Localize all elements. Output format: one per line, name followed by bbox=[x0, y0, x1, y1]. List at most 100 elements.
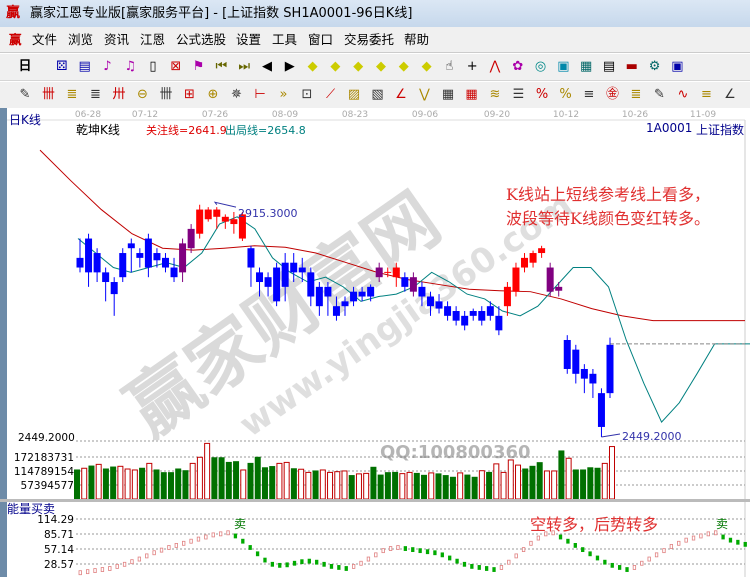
last-icon[interactable]: ⏭ bbox=[238, 59, 251, 74]
indicator9-icon[interactable]: ♫ bbox=[124, 59, 137, 74]
menu-tools[interactable]: 工具 bbox=[272, 32, 298, 47]
calculator-icon[interactable]: ▦ bbox=[580, 59, 593, 74]
volume-bar bbox=[421, 474, 428, 500]
target-icon[interactable]: ⊕ bbox=[207, 87, 219, 102]
diamond-left-icon[interactable]: ◆ bbox=[307, 59, 318, 74]
next-icon[interactable]: ▶ bbox=[284, 59, 295, 74]
menu-settings[interactable]: 设置 bbox=[236, 32, 262, 47]
grid-lines-icon[interactable]: 卌 bbox=[41, 87, 55, 102]
square-icon[interactable]: ⊞ bbox=[184, 87, 195, 102]
gann-icon[interactable]: ⊠ bbox=[170, 59, 182, 74]
compass-icon[interactable]: ✵ bbox=[231, 87, 242, 102]
document-icon[interactable]: ▤ bbox=[602, 59, 616, 74]
channel-icon[interactable]: ≋ bbox=[489, 87, 501, 102]
diamond-right-icon[interactable]: ◆ bbox=[330, 59, 341, 74]
energy-point bbox=[647, 556, 651, 562]
pen-line-icon[interactable]: ✎ bbox=[654, 87, 665, 102]
grid2-icon[interactable]: ▦ bbox=[465, 87, 478, 102]
energy-point bbox=[521, 547, 526, 553]
circle-ruler-icon[interactable]: ⊖ bbox=[137, 87, 148, 102]
volume-bar bbox=[406, 471, 413, 500]
menu-formula[interactable]: 公式选股 bbox=[176, 32, 227, 47]
energy-point bbox=[418, 548, 422, 554]
festival-icon[interactable]: ✿ bbox=[512, 59, 524, 74]
volume-bar bbox=[392, 471, 399, 500]
indicator3-icon[interactable]: ♪ bbox=[103, 59, 112, 74]
volume-tick-label: 172183731 bbox=[14, 452, 74, 464]
candle-body bbox=[315, 286, 323, 307]
percent-bar-icon[interactable]: ≡ bbox=[583, 87, 595, 102]
menu-file[interactable]: 文件 bbox=[32, 32, 58, 47]
gold-bar-icon[interactable]: ≡ bbox=[701, 87, 712, 102]
menu-help[interactable]: 帮助 bbox=[404, 32, 430, 47]
wave-icon[interactable]: ⋁ bbox=[419, 87, 430, 102]
sine-icon[interactable]: ∿ bbox=[677, 87, 689, 102]
candle-body bbox=[495, 315, 503, 331]
ladder-icon[interactable]: ☰ bbox=[512, 87, 525, 102]
volume-bar bbox=[261, 467, 268, 500]
energy-point bbox=[93, 568, 97, 573]
candle-body bbox=[409, 277, 417, 292]
candle-body bbox=[461, 315, 469, 326]
chart-area[interactable]: 赢家财富网 www.yingjia360.com 06-28 07-12 07-26 08… bbox=[0, 108, 750, 577]
diamond-center-icon[interactable]: ◆ bbox=[376, 59, 386, 74]
calendar-icon[interactable]: ▣ bbox=[557, 59, 570, 74]
volume-bar bbox=[341, 470, 348, 500]
toolbar-drawing: ✎ 卌 ≣ ≣ 卅 ⊖ 卌 ⊞ ⊕ ✵ ⊢ » ⊡ ⟋ ▨ ▧ ∠ ⋁ ▦ ▦ ≋ ☰%% ≡ ㊎ ≣ ✎ ∿ ≡ ∠ bbox=[0, 82, 750, 109]
save-icon[interactable]: ▬ bbox=[625, 59, 638, 74]
cycle-icon[interactable]: ◎ bbox=[534, 59, 547, 74]
title-bar: 贏 赢家江恩专业版[赢家服务平台] - [上证指数 SH1A0001-96日K线… bbox=[0, 0, 750, 27]
percent-icon[interactable]: % bbox=[559, 87, 572, 102]
volume-bar bbox=[601, 462, 608, 500]
candle-dropdown-icon[interactable]: ▯ bbox=[149, 59, 157, 74]
flag-icon[interactable]: ⚑ bbox=[192, 59, 205, 74]
gann-square-icon[interactable]: ▧ bbox=[371, 87, 384, 102]
energy-point bbox=[425, 549, 430, 555]
volume-bar bbox=[355, 473, 362, 500]
crosshair-icon[interactable]: + bbox=[466, 59, 478, 74]
energy-point bbox=[588, 551, 592, 557]
energy-point bbox=[137, 556, 142, 562]
tools-icon[interactable]: ⚙ bbox=[648, 59, 661, 74]
menu-browse[interactable]: 浏览 bbox=[68, 32, 94, 47]
menu-logo-icon[interactable]: 赢 bbox=[9, 32, 22, 47]
print-icon[interactable]: ▣ bbox=[671, 59, 684, 74]
energy-point bbox=[470, 563, 474, 569]
grid-icon[interactable]: ▦ bbox=[441, 87, 455, 102]
energy-point bbox=[204, 534, 208, 540]
gold-lines2-icon[interactable]: ≣ bbox=[90, 87, 101, 102]
hand-icon[interactable]: ☝ bbox=[445, 59, 454, 74]
energy-point bbox=[544, 531, 548, 537]
span-icon[interactable]: ⊢ bbox=[254, 87, 266, 102]
notes-icon[interactable]: ▤ bbox=[78, 59, 91, 74]
menu-trade[interactable]: 交易委托 bbox=[344, 32, 395, 47]
line-icon[interactable]: ⋀ bbox=[489, 59, 501, 74]
box-icon[interactable]: ⊡ bbox=[301, 87, 313, 102]
diamond-horizontal-icon[interactable]: ◆ bbox=[353, 59, 364, 74]
angle-icon[interactable]: ∠ bbox=[395, 87, 407, 102]
percent-line-icon[interactable]: % bbox=[535, 87, 549, 102]
menu-gann[interactable]: 江恩 bbox=[140, 32, 166, 47]
first-icon[interactable]: ⏮ bbox=[215, 59, 228, 74]
gann-fan-icon[interactable]: ⟋ bbox=[325, 87, 336, 102]
fan-lines-icon[interactable]: 卅 bbox=[112, 87, 126, 102]
gold-line-icon[interactable]: ≣ bbox=[630, 87, 642, 102]
prev-icon[interactable]: ◀ bbox=[262, 59, 272, 74]
kline-style-icon[interactable]: ⚄ bbox=[56, 59, 68, 74]
angle2-icon[interactable]: ∠ bbox=[724, 87, 736, 102]
more-icon[interactable]: » bbox=[279, 87, 288, 102]
diamond-star-icon[interactable]: ◆ bbox=[398, 59, 409, 74]
menu-window[interactable]: 窗口 bbox=[308, 32, 334, 47]
period-dropdown[interactable]: 日 bbox=[18, 59, 32, 74]
parallel-icon[interactable]: 卌 bbox=[159, 87, 173, 102]
menu-news[interactable]: 资讯 bbox=[104, 32, 130, 47]
volume-bar bbox=[486, 471, 493, 500]
pencil-icon[interactable]: ✎ bbox=[19, 87, 31, 102]
gann-box-icon[interactable]: ▨ bbox=[347, 87, 361, 102]
diamond-cross-icon[interactable]: ◆ bbox=[421, 59, 432, 74]
volume-bar bbox=[196, 456, 203, 500]
gold-coin-icon[interactable]: ㊎ bbox=[605, 87, 619, 102]
energy-point bbox=[159, 547, 164, 553]
gold-lines-icon[interactable]: ≣ bbox=[66, 87, 78, 102]
